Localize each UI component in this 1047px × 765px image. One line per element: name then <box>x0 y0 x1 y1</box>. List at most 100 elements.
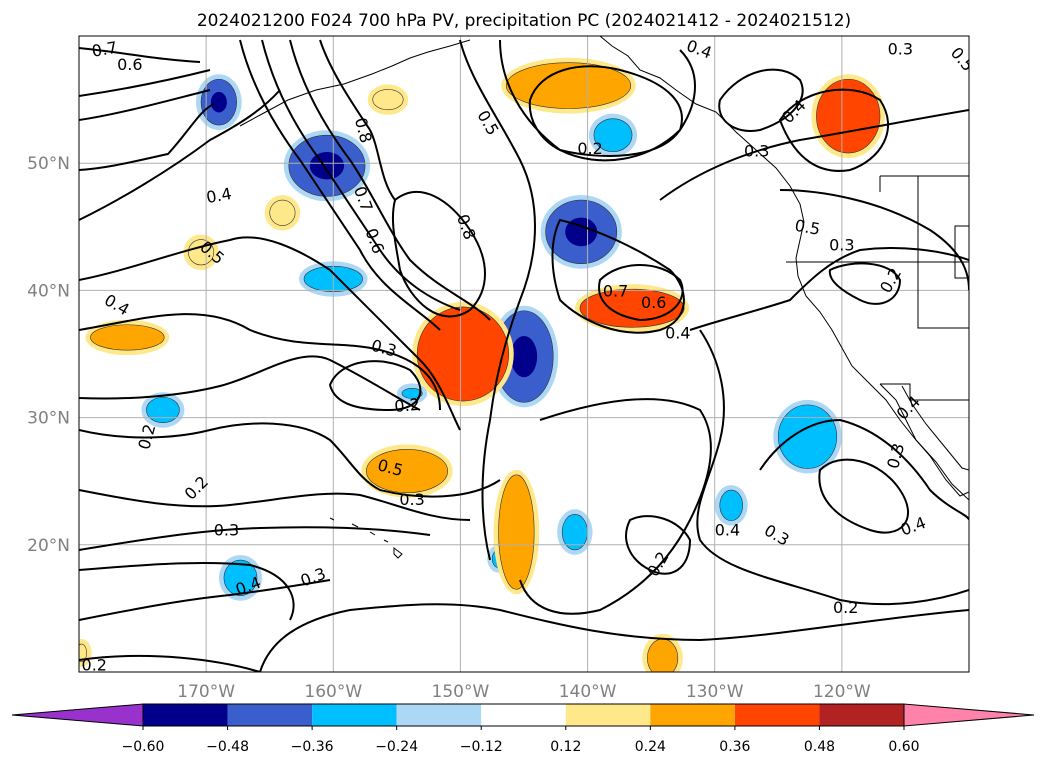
precip-region <box>773 399 842 474</box>
precip-region <box>811 74 885 159</box>
precip-region <box>714 485 748 526</box>
precip-core <box>269 199 296 226</box>
precip-peak <box>309 152 345 180</box>
precip-region <box>85 319 170 356</box>
contour-label: 0.4 <box>205 184 233 207</box>
pv-contour <box>499 39 696 162</box>
precip-region <box>412 301 514 407</box>
colorbar-segment <box>734 704 820 726</box>
coastlines <box>239 36 969 559</box>
precip-core <box>401 388 423 399</box>
pv-contour <box>528 65 683 157</box>
precip-core <box>647 638 679 672</box>
precip-region <box>218 555 262 601</box>
contour-label: 0.3 <box>399 490 424 509</box>
colorbar-extend-max <box>903 703 1035 727</box>
precip-region <box>361 444 453 498</box>
contour-label: 0.3 <box>744 141 769 160</box>
contour-label: 0.6 <box>641 293 666 312</box>
pv-contour <box>659 109 969 201</box>
pv-contour <box>551 218 685 334</box>
precip-peak <box>442 332 484 376</box>
precip-region <box>264 195 301 231</box>
contour-label: 0.6 <box>117 55 142 74</box>
x-axis-ticks: 170°W 160°W 150°W 140°W 130°W 120°W <box>177 682 871 702</box>
contour-label: 0.3 <box>829 236 854 255</box>
pv-contour <box>79 89 281 221</box>
precip-region <box>141 392 185 428</box>
precip-core <box>223 559 258 596</box>
colorbar: −0.60 −0.48 −0.36 −0.24 −0.12 0.12 0.24 0.36 0.4… <box>11 703 1035 755</box>
colorbar-tick-label: −0.12 <box>460 739 503 755</box>
pv-contour <box>79 489 471 521</box>
colorbar-segment <box>481 704 566 726</box>
precip-peak <box>210 91 227 113</box>
precip-core <box>372 89 404 111</box>
precip-region <box>493 469 540 595</box>
pv-contour <box>79 422 501 498</box>
precip-peak <box>510 335 538 378</box>
colorbar-tick-label: 0.12 <box>550 739 581 755</box>
colorbar-segment <box>143 704 228 726</box>
x-tick-label: 120°W <box>813 682 871 702</box>
pv-contour <box>79 47 201 63</box>
pv-contour <box>625 515 692 575</box>
pv-contour <box>79 579 331 621</box>
pv-contour <box>79 103 215 171</box>
precip-region <box>283 130 371 202</box>
contour-label: 0.4 <box>971 95 996 125</box>
x-tick-label: 140°W <box>559 682 617 702</box>
contour-label: 0.5 <box>971 133 996 163</box>
precip-peak <box>565 217 598 247</box>
pv-contour <box>79 561 295 621</box>
pv-contour <box>818 458 910 534</box>
colorbar-segment <box>819 704 904 726</box>
colorbar-segment <box>312 704 397 726</box>
colorbar-tick-label: −0.60 <box>122 739 165 755</box>
precip-core <box>146 396 180 423</box>
pv-contour <box>779 189 969 291</box>
x-tick-label: 170°W <box>177 682 235 702</box>
precip-peak <box>833 99 863 133</box>
precip-region <box>557 509 593 555</box>
precip-core <box>777 404 838 469</box>
precip-core <box>366 449 449 493</box>
x-tick-label: 160°W <box>304 682 362 702</box>
pv-contour <box>289 39 491 321</box>
y-tick-label: 30°N <box>27 409 70 429</box>
colorbar-segment <box>396 704 482 726</box>
colorbar-tick-label: 0.60 <box>888 739 919 755</box>
hawaiian-islands <box>329 517 403 559</box>
contour-label: 0.3 <box>214 521 239 540</box>
pv-contour <box>718 68 804 132</box>
pv-contour <box>391 190 486 318</box>
pv-contour <box>828 262 902 305</box>
colorbar-tick-label: −0.24 <box>375 739 418 755</box>
precip-peak <box>608 299 656 317</box>
contour-label: 0.7 <box>603 281 628 300</box>
pv-contour <box>79 355 421 411</box>
pv-contour <box>519 398 712 615</box>
precip-core <box>505 62 632 109</box>
chart-title: 2024021200 F024 700 hPa PV, precipitatio… <box>197 11 851 31</box>
pv-contour <box>79 526 431 551</box>
y-tick-label: 40°N <box>27 281 70 301</box>
colorbar-tick-label: 0.48 <box>804 739 835 755</box>
pv-contour <box>79 654 261 672</box>
contour-label: 0.2 <box>394 395 421 416</box>
colorbar-tick-label: −0.48 <box>206 739 249 755</box>
map-frame <box>78 35 970 673</box>
contour-label: 0.2 <box>833 598 858 617</box>
pv-contour <box>259 603 969 672</box>
colorbar-tick-label: 0.24 <box>635 739 666 755</box>
state-borders <box>786 175 969 401</box>
colorbar-segment <box>565 704 651 726</box>
precip-core <box>719 489 743 521</box>
contour-label: 0.3 <box>888 40 913 59</box>
contour-label: 0.2 <box>577 139 602 158</box>
pv-contour <box>79 313 441 411</box>
pv-contour <box>689 247 969 331</box>
y-tick-label: 50°N <box>27 154 70 174</box>
precip-region <box>196 74 242 131</box>
